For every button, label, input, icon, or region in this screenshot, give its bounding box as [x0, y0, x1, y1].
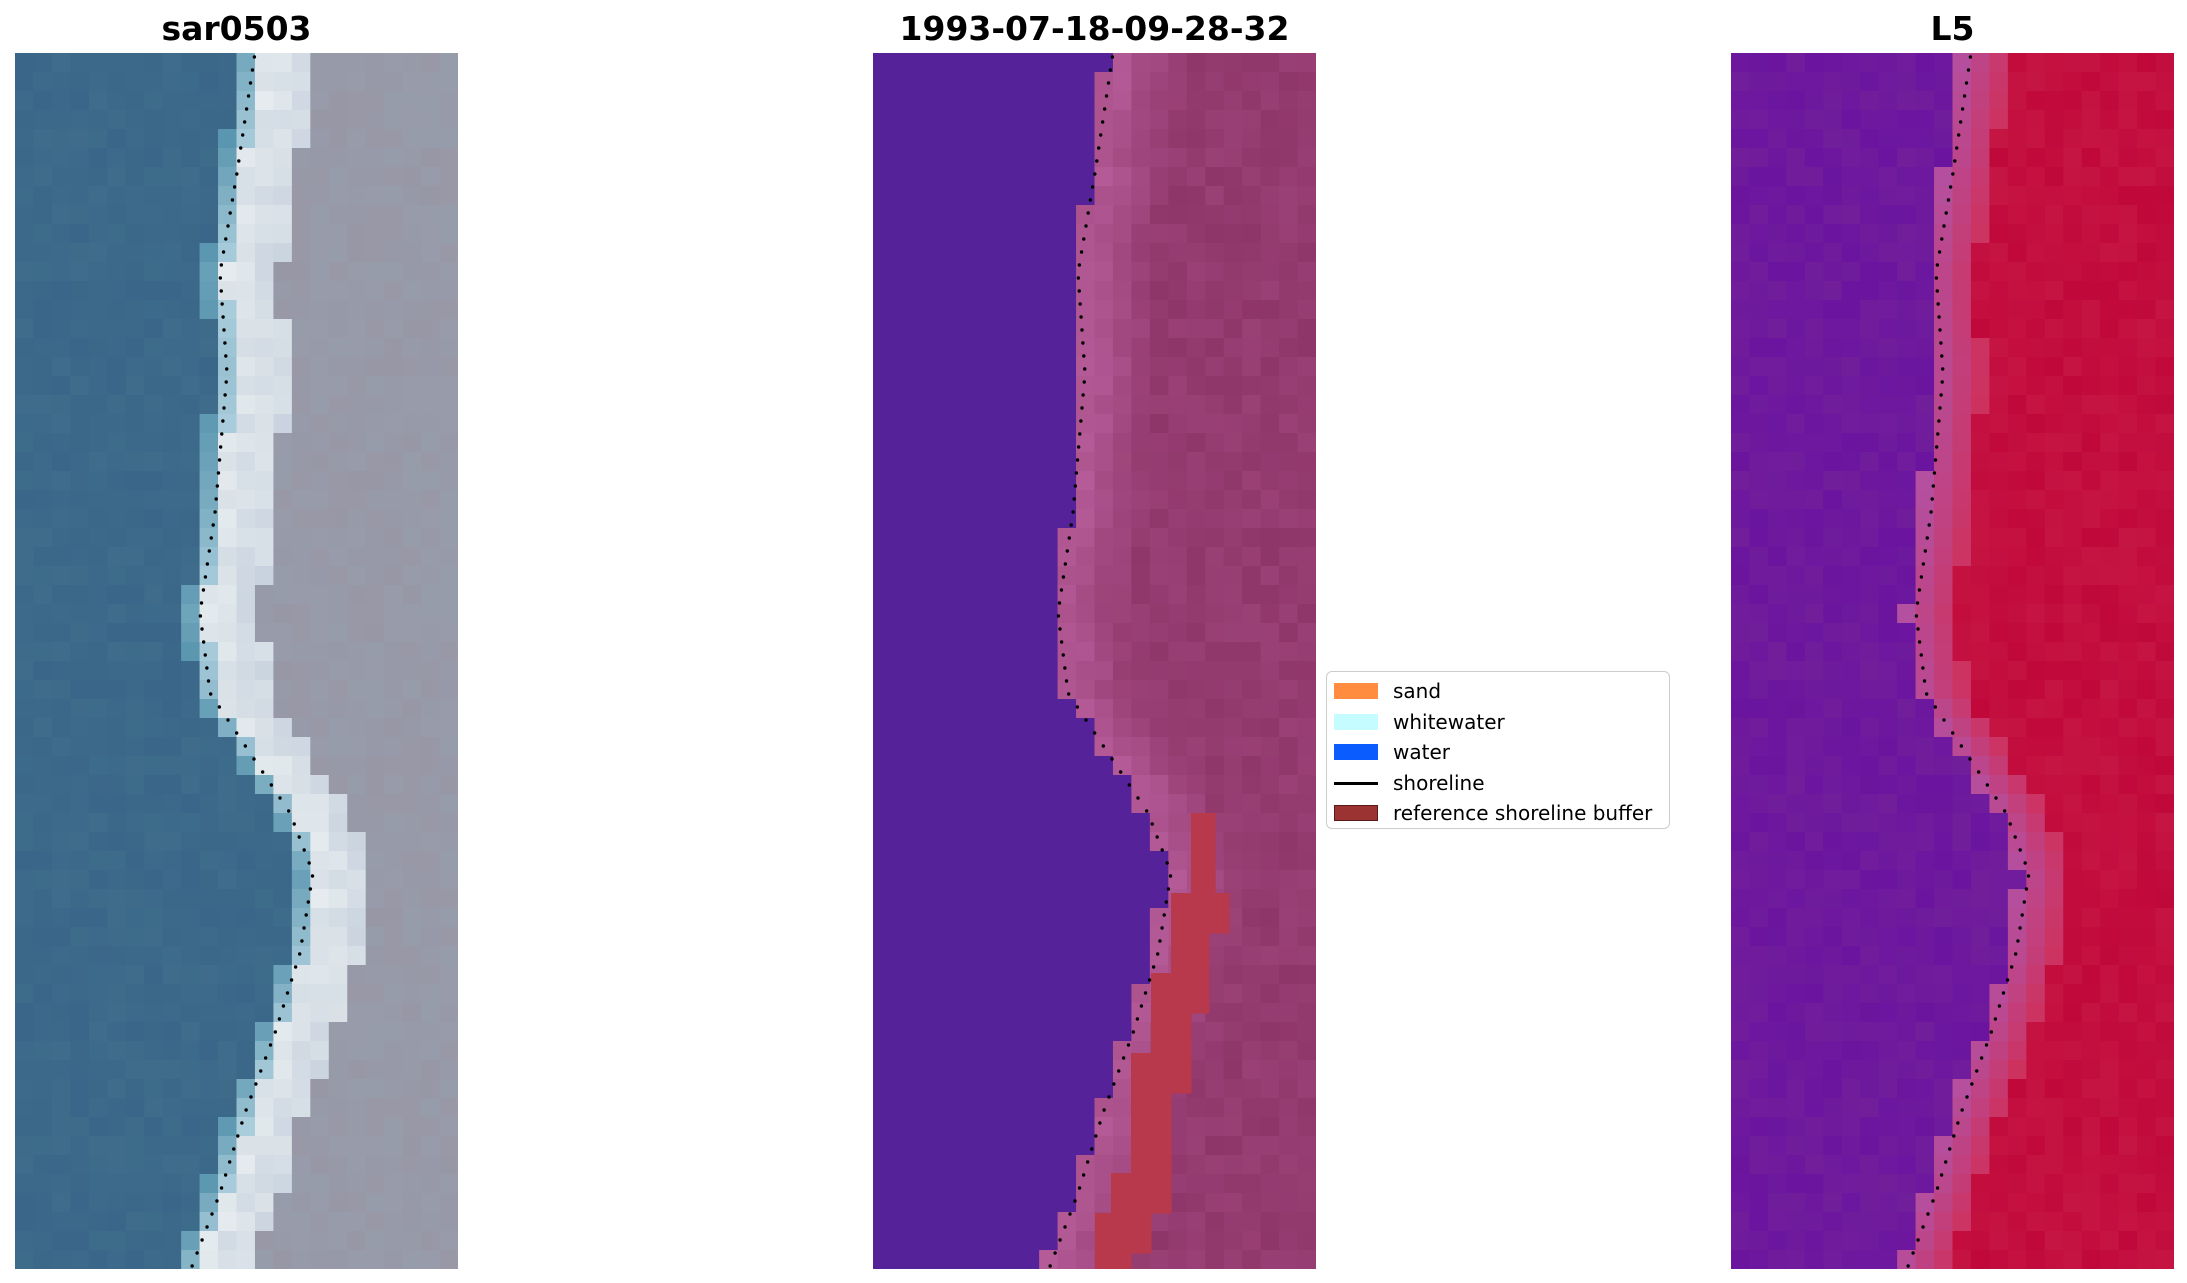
panel-title-rgb: sar0503	[161, 9, 312, 48]
classified-image-panel	[873, 53, 1316, 1269]
whitewater-swatch	[1334, 713, 1378, 730]
legend-label-sand: sand	[1393, 679, 1442, 704]
legend: sand whitewater water shoreline referenc…	[1326, 671, 1670, 829]
index-image	[1731, 53, 2174, 1269]
reference-buffer-swatch	[1334, 805, 1378, 821]
sand-swatch	[1334, 683, 1378, 699]
legend-item-sand: sand	[1327, 676, 1669, 707]
legend-label-water: water	[1393, 740, 1450, 765]
index-image-panel	[1731, 53, 2174, 1269]
rgb-image	[15, 53, 458, 1269]
water-swatch	[1334, 744, 1378, 760]
shoreline-line-swatch	[1334, 781, 1378, 785]
classified-image	[873, 53, 1316, 1269]
panel-title-index: L5	[1930, 9, 1975, 48]
legend-item-whitewater: whitewater	[1327, 707, 1669, 738]
legend-item-reference-buffer: reference shoreline buffer	[1327, 798, 1669, 829]
legend-label-whitewater: whitewater	[1393, 709, 1505, 734]
panel-title-classified: 1993-07-18-09-28-32	[899, 9, 1290, 48]
legend-label-reference-buffer: reference shoreline buffer	[1393, 801, 1653, 826]
legend-label-shoreline: shoreline	[1393, 770, 1485, 795]
legend-item-water: water	[1327, 737, 1669, 768]
rgb-image-panel	[15, 53, 458, 1269]
legend-item-shoreline: shoreline	[1327, 768, 1669, 799]
